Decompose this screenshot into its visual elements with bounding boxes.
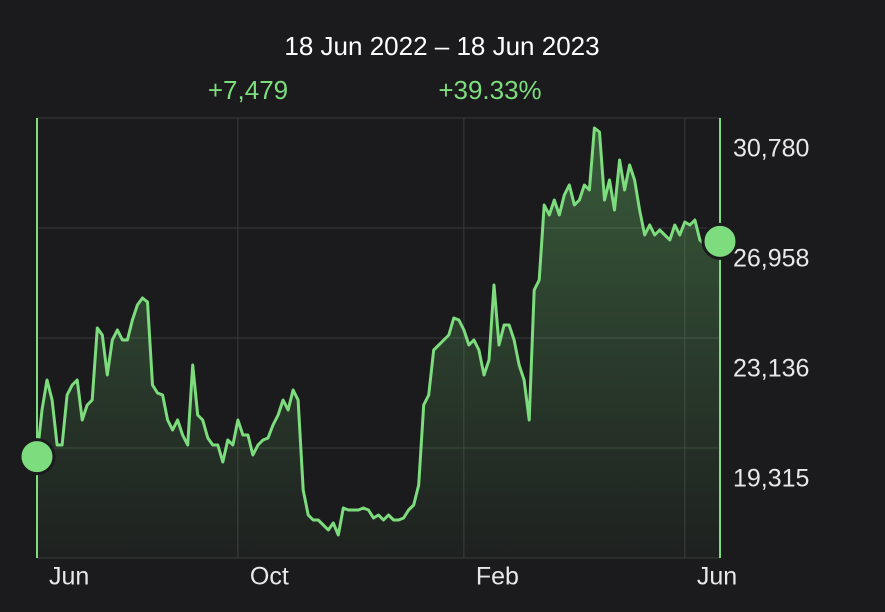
y-tick-label: 30,780 [733,135,809,163]
change-percent: +39.33% [438,75,541,105]
end-dot [18,438,56,476]
x-tick-label: Feb [476,563,519,591]
change-value: +7,479 [208,75,288,105]
x-tick-label: Jun [49,563,89,591]
chart-title: 18 Jun 2022 – 18 Jun 2023 [284,31,599,61]
x-tick-label: Oct [250,563,289,591]
line [35,126,721,537]
area [37,128,720,558]
y-tick-label: 23,136 [733,355,809,383]
x-tick-label: Jun [697,563,737,591]
y-tick-label: 26,958 [733,245,809,273]
end-dot [701,222,739,260]
y-tick-label: 19,315 [733,465,809,493]
